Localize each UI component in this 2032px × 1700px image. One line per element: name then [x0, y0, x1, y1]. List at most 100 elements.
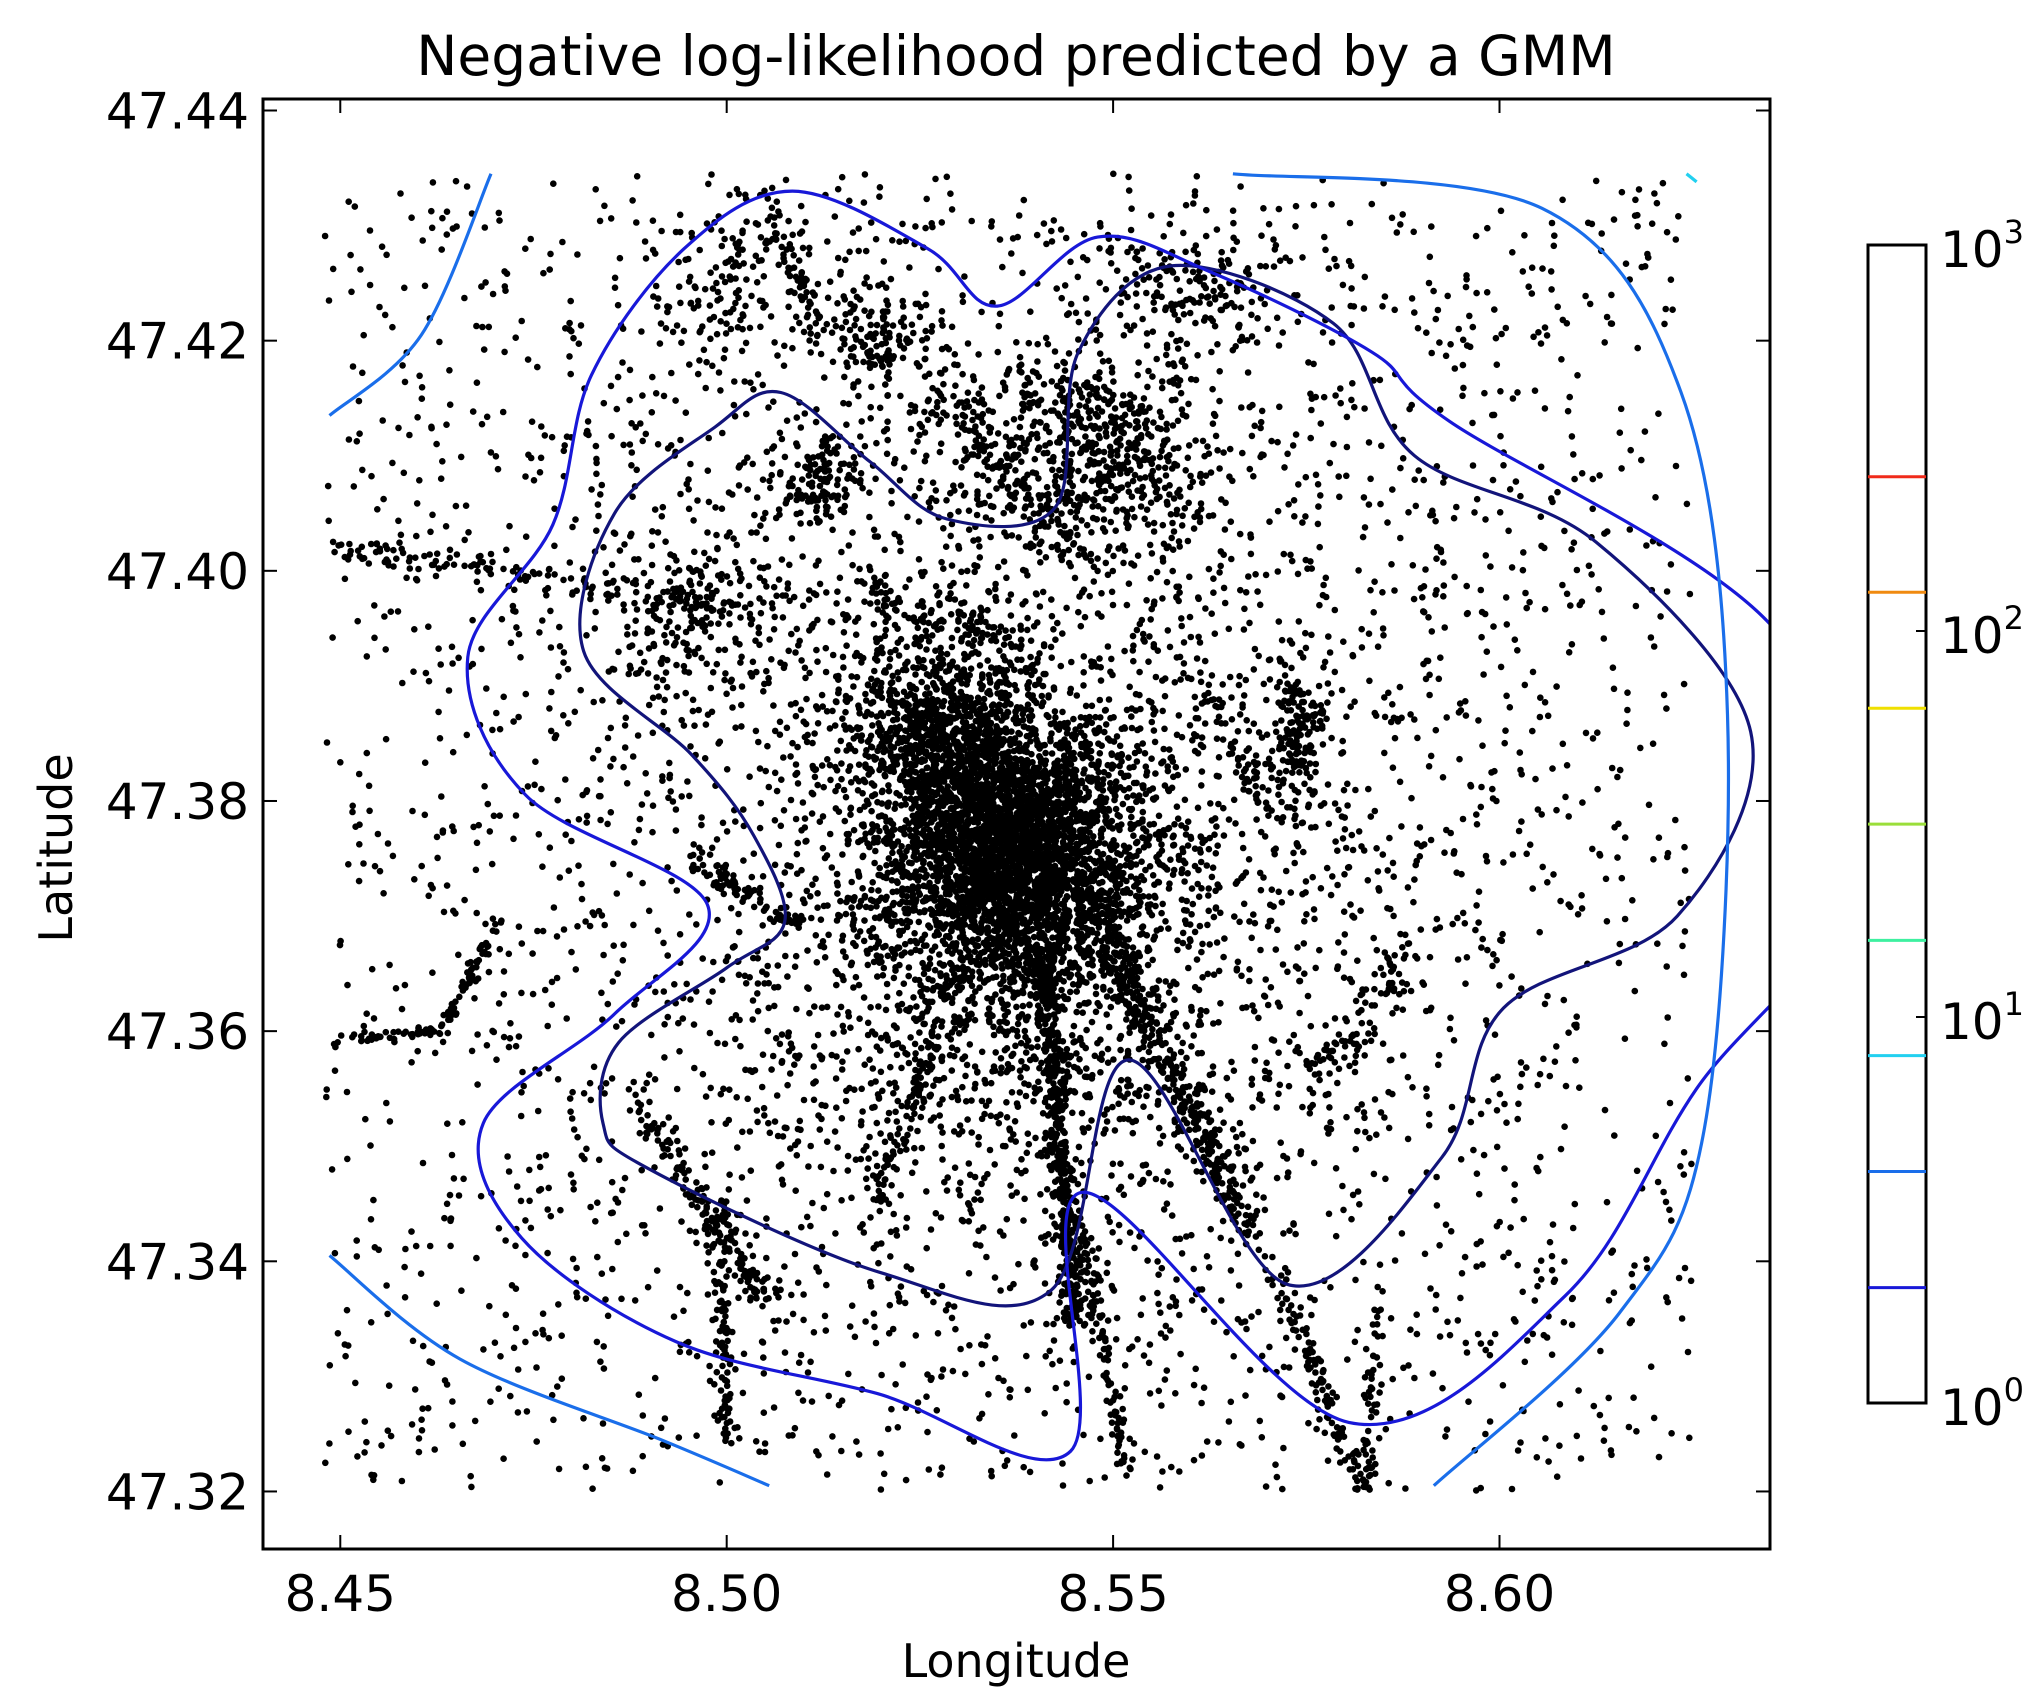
- data-point: [939, 1129, 946, 1136]
- data-point: [966, 858, 974, 865]
- data-point: [996, 647, 1003, 654]
- data-point: [1062, 742, 1069, 749]
- data-point: [912, 671, 919, 678]
- data-point: [890, 1090, 897, 1097]
- data-point: [941, 688, 948, 695]
- data-point: [1263, 1059, 1270, 1067]
- data-point: [1087, 754, 1095, 762]
- data-point: [963, 1061, 971, 1069]
- data-point: [1074, 881, 1081, 889]
- data-point: [898, 843, 905, 850]
- data-point: [952, 695, 959, 702]
- data-point: [834, 747, 841, 754]
- data-point: [943, 738, 950, 746]
- data-point: [1099, 878, 1106, 886]
- data-point: [874, 973, 881, 980]
- data-point: [1083, 521, 1091, 529]
- data-point: [891, 911, 898, 919]
- data-point: [1073, 906, 1081, 913]
- data-point: [1205, 845, 1213, 853]
- data-point: [1365, 785, 1372, 793]
- data-point: [1034, 1035, 1041, 1043]
- data-point: [946, 943, 954, 950]
- data-point: [852, 631, 860, 638]
- data-point: [923, 942, 930, 949]
- data-point: [885, 709, 892, 717]
- data-point: [888, 679, 896, 686]
- data-point: [1005, 896, 1013, 903]
- data-point: [927, 1226, 935, 1233]
- data-point: [1052, 714, 1059, 721]
- data-point: [1064, 876, 1072, 884]
- data-point: [900, 688, 908, 696]
- data-point: [898, 802, 905, 809]
- data-point: [957, 688, 965, 696]
- data-point: [867, 1004, 874, 1011]
- data-point: [772, 1035, 780, 1042]
- data-point: [1003, 1114, 1011, 1121]
- data-point: [1146, 908, 1153, 916]
- data-point: [1088, 702, 1096, 710]
- data-point: [1060, 861, 1067, 869]
- data-point: [1327, 891, 1335, 899]
- data-point: [943, 972, 950, 979]
- data-point: [956, 800, 963, 807]
- data-point: [853, 673, 861, 681]
- data-point: [1068, 799, 1076, 806]
- data-point: [981, 833, 989, 840]
- data-point: [1149, 872, 1157, 879]
- data-point: [811, 1003, 818, 1010]
- data-point: [1024, 941, 1031, 948]
- data-point: [933, 698, 940, 705]
- data-point: [1221, 599, 1229, 607]
- data-point: [1030, 1097, 1037, 1105]
- data-point: [1112, 805, 1120, 813]
- data-point: [868, 675, 875, 683]
- data-point: [850, 735, 857, 742]
- data-point: [1078, 1109, 1086, 1117]
- data-point: [1061, 833, 1068, 841]
- data-point: [1010, 973, 1017, 981]
- data-point: [1125, 785, 1133, 792]
- data-point: [1096, 750, 1104, 757]
- data-point: [928, 911, 936, 918]
- data-point: [974, 935, 982, 943]
- data-point: [848, 878, 855, 886]
- data-point: [862, 690, 869, 698]
- data-point: [1159, 1468, 1166, 1475]
- data-point: [1107, 887, 1115, 894]
- data-point: [990, 1031, 998, 1039]
- data-point: [700, 346, 708, 354]
- data-point: [826, 830, 834, 838]
- data-point: [1007, 700, 1014, 708]
- data-point: [962, 719, 970, 726]
- data-point: [950, 773, 957, 781]
- data-point: [956, 900, 963, 907]
- data-point: [1006, 936, 1013, 943]
- data-point: [990, 743, 998, 751]
- data-point: [1104, 761, 1112, 769]
- data-point: [1044, 926, 1052, 934]
- data-point: [994, 903, 1002, 910]
- data-point: [1049, 843, 1056, 851]
- data-point: [1136, 886, 1143, 894]
- data-point: [1340, 974, 1348, 981]
- data-point: [1057, 662, 1065, 670]
- data-point: [966, 1041, 974, 1048]
- data-point: [1059, 708, 1066, 716]
- data-point: [918, 678, 925, 686]
- data-point: [866, 513, 873, 521]
- data-point: [976, 897, 984, 904]
- data-point: [883, 893, 890, 901]
- data-point: [884, 799, 892, 807]
- data-point: [1129, 853, 1137, 860]
- chart-title: Negative log-likelihood predicted by a G…: [416, 24, 1615, 88]
- data-point: [889, 843, 896, 851]
- data-point: [1105, 1023, 1113, 1031]
- data-point: [987, 757, 994, 764]
- data-point: [937, 872, 945, 880]
- data-point: [1265, 787, 1272, 794]
- data-point: [838, 548, 845, 556]
- data-point: [1097, 1435, 1104, 1443]
- data-point: [1236, 1119, 1244, 1127]
